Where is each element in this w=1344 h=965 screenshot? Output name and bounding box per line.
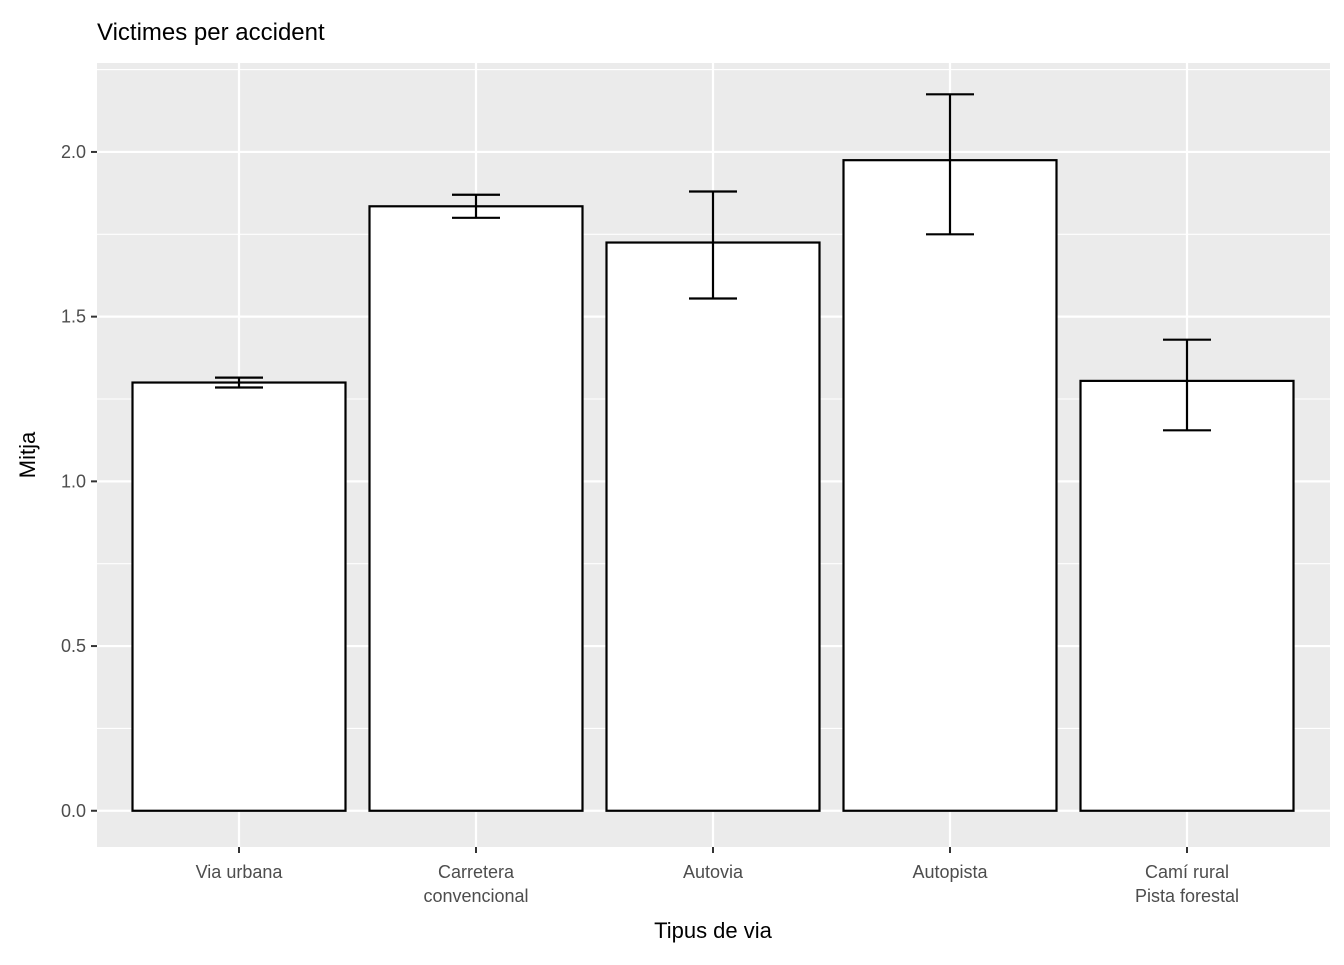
chart-title: Victimes per accident	[97, 19, 325, 46]
x-axis-title: Tipus de via	[654, 918, 773, 943]
x-tick-label: Via urbana	[196, 862, 284, 882]
y-tick-label: 2.0	[61, 142, 86, 162]
y-axis-title: Mitja	[15, 431, 40, 478]
bar	[131, 381, 347, 812]
bar	[842, 159, 1058, 812]
x-tick-label: Camí rural	[1145, 862, 1229, 882]
x-axis: Via urbana Carretera convencional Autovia Au…	[196, 847, 1239, 906]
y-axis: 0.0 0.5 1.0 1.5 2.0	[61, 142, 97, 821]
x-tick-label: Pista forestal	[1135, 886, 1239, 906]
x-tick-label: Carretera	[438, 862, 515, 882]
bars	[131, 159, 1295, 812]
y-tick-label: 1.0	[61, 471, 86, 491]
bar	[605, 241, 821, 812]
y-tick-label: 0.0	[61, 801, 86, 821]
y-tick-label: 0.5	[61, 636, 86, 656]
y-tick-label: 1.5	[61, 307, 86, 327]
bar	[368, 205, 584, 812]
bar	[1079, 379, 1295, 812]
x-tick-label: convencional	[423, 886, 528, 906]
x-tick-label: Autopista	[912, 862, 988, 882]
x-tick-label: Autovia	[683, 862, 744, 882]
error-bars	[215, 93, 1211, 432]
